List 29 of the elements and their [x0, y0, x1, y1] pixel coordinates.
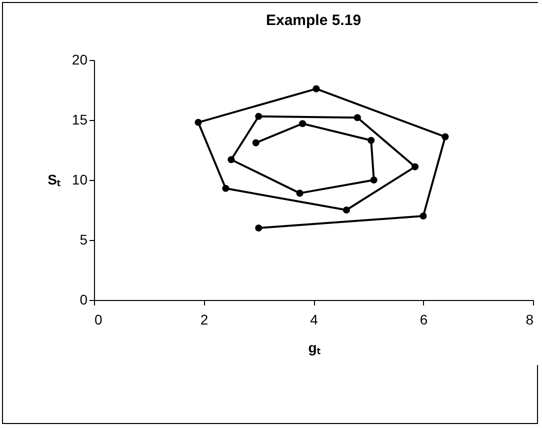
y-axis-title: Sₜ [48, 172, 61, 188]
x-tick-label: 8 [526, 312, 534, 328]
x-tick-label: 0 [94, 312, 102, 328]
point [255, 112, 262, 120]
x-tick-label: 4 [310, 312, 318, 328]
point [368, 136, 375, 144]
point [252, 139, 260, 146]
point [442, 133, 449, 140]
x-tick-label: 6 [420, 312, 428, 328]
chart-title: Example 5.19 [266, 12, 362, 29]
point [411, 163, 419, 170]
point [228, 156, 235, 164]
point [296, 190, 304, 197]
x-tick-label: 2 [200, 312, 208, 328]
y-tick-label: 0 [80, 292, 88, 308]
point [298, 120, 306, 128]
point [370, 176, 378, 184]
point [312, 85, 320, 92]
point [194, 118, 202, 126]
point [354, 114, 361, 122]
x-axis-title: gₜ [308, 340, 321, 356]
y-tick-label: 15 [72, 112, 88, 128]
point [420, 212, 427, 220]
y-tick-label: 20 [72, 52, 88, 68]
point [222, 184, 230, 192]
y-tick-label: 5 [80, 232, 88, 248]
point [342, 206, 350, 214]
y-tick-label: 10 [72, 172, 88, 188]
point [255, 224, 262, 232]
